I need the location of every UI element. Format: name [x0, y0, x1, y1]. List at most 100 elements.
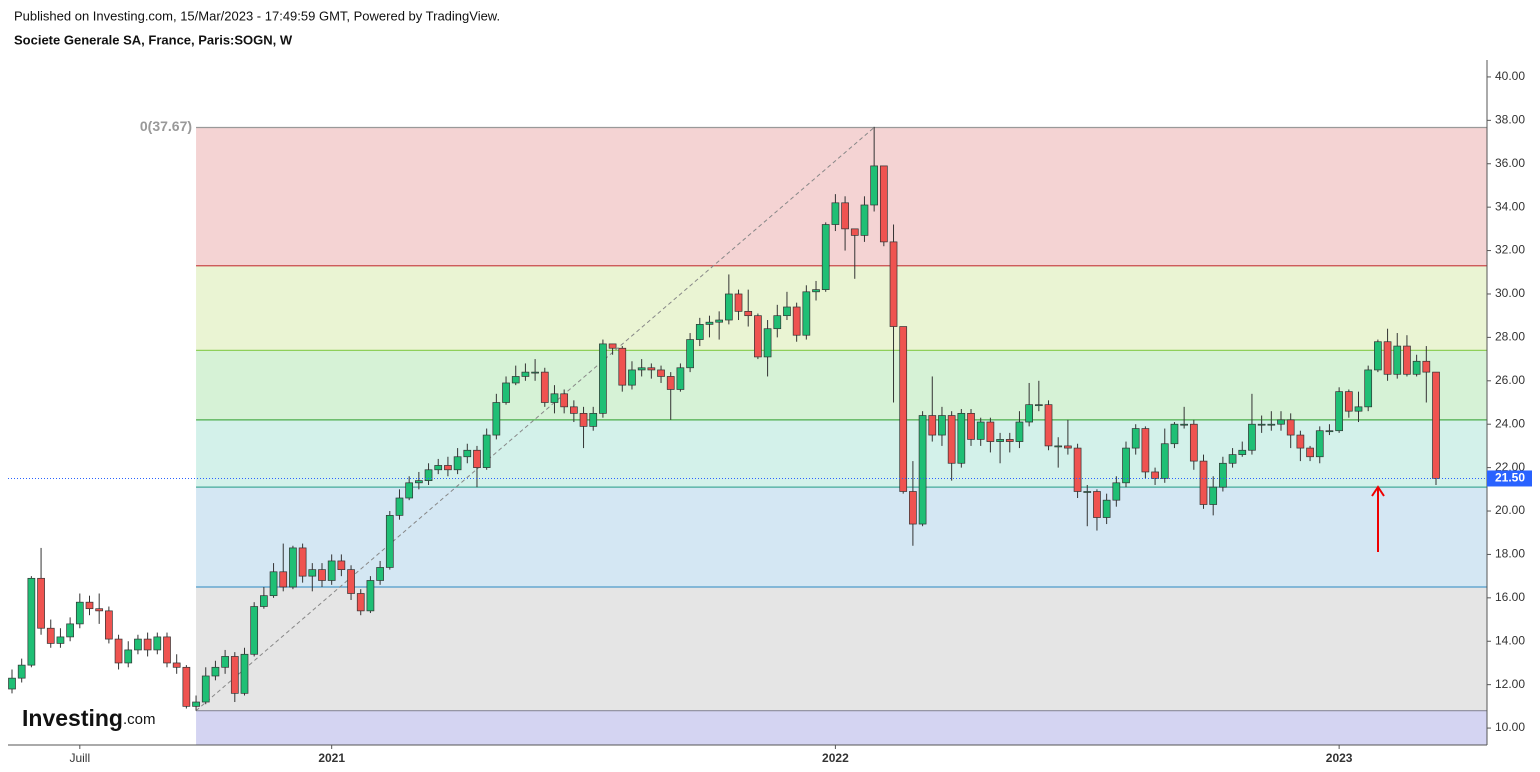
- candle-body: [260, 595, 268, 607]
- candle-body: [1412, 360, 1421, 375]
- candle-body: [279, 571, 288, 588]
- candle-body: [1403, 345, 1411, 375]
- candle-body: [628, 369, 636, 386]
- candle-body: [705, 321, 714, 325]
- candle-body: [1005, 439, 1014, 442]
- candle-body: [1219, 462, 1227, 488]
- y-tick-label: 20.00: [1495, 503, 1525, 517]
- fib-band: [196, 710, 1487, 745]
- candle-body: [511, 376, 520, 384]
- candle-body: [831, 202, 840, 225]
- candle-body: [143, 638, 152, 651]
- candle-body: [37, 577, 45, 629]
- x-tick-label: Juill: [69, 751, 90, 765]
- candle-body: [1257, 423, 1266, 426]
- y-tick-label: 30.00: [1495, 286, 1525, 300]
- candle-body: [1354, 406, 1363, 412]
- candle-body: [889, 241, 898, 327]
- candle-body: [1383, 341, 1392, 375]
- candle-body: [85, 601, 94, 610]
- candle-body: [792, 306, 801, 336]
- candle-body: [1228, 454, 1237, 464]
- candle-body: [850, 228, 859, 236]
- candle-body: [337, 560, 346, 570]
- candle-body: [928, 415, 937, 436]
- candle-body: [347, 569, 355, 594]
- y-tick-label: 22.00: [1495, 460, 1525, 474]
- candle-body: [163, 636, 171, 664]
- candle-body: [1432, 371, 1440, 479]
- candle-body: [879, 165, 888, 243]
- candle-body: [1364, 369, 1373, 408]
- candle-body: [976, 421, 985, 440]
- y-tick-label: 12.00: [1495, 677, 1525, 691]
- candle-body: [327, 560, 336, 581]
- candle-body: [841, 202, 849, 230]
- candle-body: [1170, 423, 1179, 445]
- candle-body: [1286, 419, 1295, 436]
- candle-body: [870, 165, 878, 206]
- candle-body: [1393, 345, 1402, 375]
- candle-body: [46, 627, 55, 644]
- y-tick-label: 16.00: [1495, 590, 1525, 604]
- candle-body: [1344, 391, 1353, 412]
- candle-body: [821, 224, 830, 290]
- trend-line: [195, 127, 875, 712]
- y-tick-label: 34.00: [1495, 199, 1525, 213]
- candle-body: [1073, 447, 1082, 492]
- candle-body: [482, 434, 491, 468]
- y-tick-label: 10.00: [1495, 720, 1525, 734]
- candle-body: [589, 413, 598, 427]
- candle-body: [1102, 499, 1111, 518]
- y-tick-label: 40.00: [1495, 69, 1525, 83]
- candle-body: [1112, 482, 1121, 501]
- candle-body: [250, 606, 259, 655]
- candle-body: [938, 415, 946, 436]
- candle-body: [434, 465, 443, 471]
- candle-body: [676, 367, 685, 390]
- candle-body: [405, 482, 414, 499]
- candle-body: [754, 315, 762, 358]
- candle-body: [1335, 391, 1343, 432]
- y-tick-label: 14.00: [1495, 633, 1525, 647]
- candle-body: [105, 610, 113, 640]
- candle-body: [1141, 428, 1150, 473]
- candle-body: [385, 515, 394, 568]
- candle-body: [453, 456, 462, 471]
- candle-body: [395, 497, 404, 516]
- y-tick-label: 36.00: [1495, 156, 1525, 170]
- candle-body: [918, 415, 927, 525]
- candle-body: [240, 653, 249, 694]
- candle-body: [1277, 419, 1285, 425]
- candle-body: [1267, 423, 1276, 426]
- fib-band: [196, 350, 1487, 420]
- x-tick-label: 2022: [822, 751, 849, 765]
- candle-body: [211, 666, 220, 677]
- candle-body: [812, 289, 820, 293]
- candle-body: [356, 593, 365, 612]
- candle-body: [1199, 460, 1208, 505]
- candle-body: [415, 480, 423, 484]
- candle-body: [802, 291, 811, 336]
- candle-body: [134, 638, 142, 651]
- y-tick-label: 28.00: [1495, 330, 1525, 344]
- candle-body: [318, 569, 326, 581]
- fib-band: [196, 487, 1487, 587]
- candle-body: [114, 638, 123, 664]
- candle-body: [1160, 443, 1169, 479]
- candle-body: [298, 547, 307, 577]
- last-price-label: 21.50: [1495, 471, 1525, 485]
- candle-body: [1083, 491, 1092, 493]
- candle-body: [540, 371, 549, 403]
- candle-body: [1034, 404, 1043, 407]
- candle-body: [444, 465, 452, 471]
- candle-body: [1180, 423, 1188, 426]
- candle-body: [1044, 404, 1053, 447]
- candle-body: [124, 649, 133, 664]
- candle-body: [463, 449, 472, 458]
- candle-body: [17, 664, 26, 679]
- candle-body: [521, 371, 530, 377]
- candle-body: [1122, 447, 1130, 484]
- candle-body: [657, 369, 665, 377]
